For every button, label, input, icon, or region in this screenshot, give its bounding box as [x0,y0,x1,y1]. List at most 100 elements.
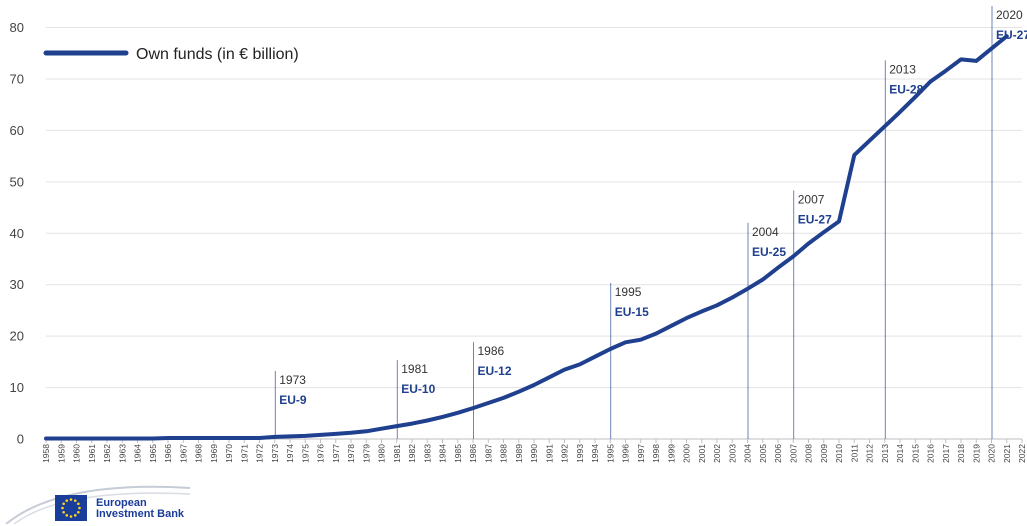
x-tick-label: 1961 [87,444,97,463]
x-tick-label: 2011 [849,444,859,463]
x-tick-label: 1986 [468,444,478,463]
x-tick-label: 2020 [987,444,997,463]
flag-star [73,499,77,502]
y-tick-label: 20 [10,329,24,344]
annotation-year: 1995 [615,285,642,299]
x-tick-label: 2017 [941,444,951,463]
x-tick-label: 1963 [117,444,127,463]
flag-star [62,510,65,514]
x-tick-label: 2022 [1017,444,1027,463]
flag-star [65,499,69,502]
annotation-label: EU-10 [401,382,435,396]
x-tick-label: 1967 [178,444,188,463]
annotation-year: 1981 [401,362,428,376]
y-tick-label: 10 [10,380,24,395]
gridlines [46,27,1022,440]
annotation-year: 1973 [279,373,306,387]
flag-star [62,502,65,506]
x-tick-label: 1984 [438,444,448,463]
flag-star [78,506,81,510]
x-tick-label: 1973 [270,444,280,463]
logo-text: European Investment Bank [96,498,184,520]
x-tick-label: 1982 [407,444,417,463]
x-tick-label: 1975 [300,444,310,463]
x-tick-label: 1974 [285,444,295,463]
annotation-year: 2004 [752,225,779,239]
eib-logo: European Investment Bank [0,476,200,524]
x-tick-label: 1994 [590,444,600,463]
x-tick-label: 1980 [377,444,387,463]
x-tick-label: 2014 [895,444,905,463]
x-tick-label: 1979 [361,444,371,463]
annotation-label: EU-27 [798,212,832,226]
x-tick-label: 1983 [422,444,432,463]
y-tick-label: 40 [10,226,24,241]
x-tick-label: 2007 [788,444,798,463]
x-tick-label: 1966 [163,444,173,463]
annotation-year: 2013 [889,62,916,76]
x-tick-label: 1965 [148,444,158,463]
y-tick-label: 0 [17,432,24,447]
x-tick-label: 2019 [971,444,981,463]
annotation-label: EU-28 [889,82,923,96]
x-tick-label: 1971 [239,444,249,463]
x-tick-label: 1960 [72,444,82,463]
flag-star [69,498,73,501]
y-axis: 0 10 20 30 40 50 60 70 80 [10,20,24,447]
y-tick-label: 30 [10,277,24,292]
logo-line-1: European [96,497,147,509]
x-tick-label: 2009 [819,444,829,463]
x-tick-label: 1998 [651,444,661,463]
annotation-label: EU-9 [279,393,307,407]
x-tick-label: 2013 [880,444,890,463]
x-tick-label: 1976 [316,444,326,463]
x-tick-label: 1958 [41,444,51,463]
x-tick-label: 2015 [910,444,920,463]
x-tick-label: 1977 [331,444,341,463]
x-tick-label: 1992 [560,444,570,463]
legend: Own funds (in € billion) [43,46,299,63]
x-tick-label: 1993 [575,444,585,463]
x-tick-label: 1999 [666,444,676,463]
x-tick-label: 1981 [392,444,402,463]
y-tick-label: 80 [10,20,24,35]
x-tick-label: 1995 [605,444,615,463]
y-tick-label: 70 [10,71,24,86]
flag-star [65,514,69,517]
annotation-label: EU-12 [478,364,512,378]
x-tick-label: 2003 [727,444,737,463]
x-tick-label: 1989 [514,444,524,463]
x-tick-label: 1996 [621,444,631,463]
x-tick-label: 1985 [453,444,463,463]
x-tick-label: 2002 [712,444,722,463]
x-tick-label: 1991 [544,444,554,463]
x-tick-label: 2006 [773,444,783,463]
x-tick-label: 2010 [834,444,844,463]
flag-star [73,514,77,517]
x-tick-label: 1990 [529,444,539,463]
x-tick-label: 1969 [209,444,219,463]
legend-label: Own funds (in € billion) [136,46,299,63]
x-tick-label: 1964 [133,444,143,463]
x-tick-label: 2018 [956,444,966,463]
x-tick-label: 2001 [697,444,707,463]
x-tick-label: 1972 [255,444,265,463]
x-tick-label: 1959 [56,444,66,463]
x-tick-label: 1970 [224,444,234,463]
x-tick-label: 2012 [865,444,875,463]
x-tick-label: 1997 [636,444,646,463]
flag-star [77,502,80,506]
annotation-year: 2020 [996,8,1023,22]
x-tick-label: 2004 [743,444,753,463]
series-line [44,34,1009,441]
enlargement-annotations: 1973 EU-9 1981 EU-10 1986 EU-12 1995 EU-15 2004 E… [274,6,1027,439]
flag-star [69,515,73,518]
x-tick-label: 2008 [804,444,814,463]
x-tick-label: 2021 [1002,444,1012,463]
annotation-label: EU-25 [752,245,786,259]
flag-star [61,506,64,510]
x-tick-label: 1968 [194,444,204,463]
x-tick-label: 1987 [483,444,493,463]
y-tick-label: 60 [10,123,24,138]
